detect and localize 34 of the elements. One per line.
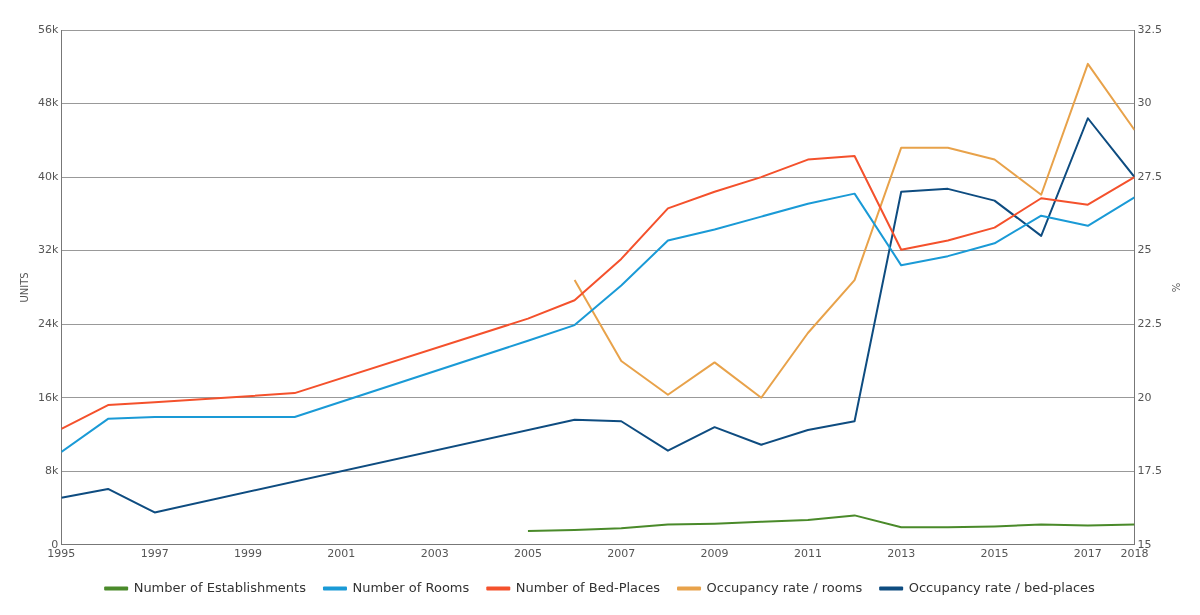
legend-label: Occupancy rate / rooms [706,579,863,595]
y2-tick-label: 32.5 [1137,22,1163,36]
x-tick-label: 2017 [1073,547,1102,561]
x-tick-label: 2011 [793,547,822,561]
legend-label: Number of Rooms [352,579,470,595]
x-tick-label: 1997 [140,547,169,561]
y-tick-label: 56k [37,22,59,36]
y-tick-label: 24k [37,317,59,331]
x-tick-label: 2013 [887,547,916,561]
y-axis-title: UNITS [18,272,30,303]
x-tick-label: 2007 [607,547,636,561]
y-tick-label: 40k [37,169,59,183]
legend-label: Number of Establishments [133,579,307,595]
y-tick-label: 32k [37,243,59,257]
x-tick-label: 2003 [420,547,449,561]
y2-tick-label: 20 [1137,390,1152,404]
y-tick-label: 48k [37,96,59,110]
legend-label: Occupancy rate / bed-places [908,579,1096,595]
x-tick-label: 1995 [47,547,76,561]
x-tick-label: 2009 [700,547,729,561]
y2-tick-label: 22.5 [1137,317,1163,331]
legend-label: Number of Bed-Places [515,579,661,595]
x-tick-label: 1999 [234,547,262,561]
x-tick-label: 2018 [1120,547,1149,561]
y2-tick-label: 27.5 [1137,169,1163,183]
x-tick-label: 2015 [980,547,1009,561]
x-tick-label: 2005 [513,547,542,561]
y2-tick-label: 25 [1137,243,1152,257]
y2-axis-title: % [1170,282,1182,293]
y2-tick-label: 17.5 [1137,464,1163,478]
y2-tick-label: 30 [1137,96,1152,110]
x-tick-label: 2001 [327,547,356,561]
y-tick-label: 8k [44,464,59,478]
y-tick-label: 16k [37,390,59,404]
